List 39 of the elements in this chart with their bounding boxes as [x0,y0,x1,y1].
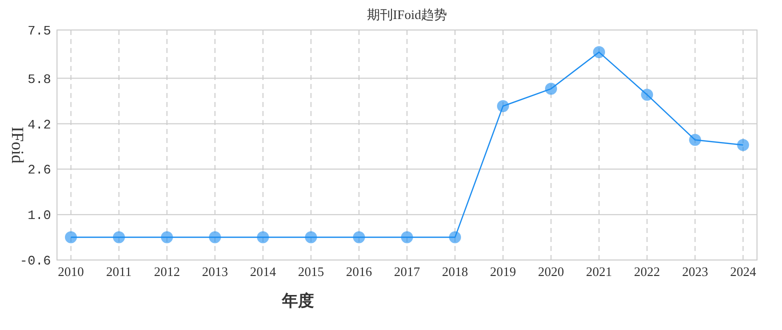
x-tick-label: 2015 [298,264,324,279]
point [64,231,77,244]
point [208,231,221,244]
chart-title: 期刊IFoid趋势 [366,7,448,22]
y-tick-label: 2.6 [28,162,51,178]
x-tick-label: 2014 [250,264,276,279]
y-tick-label: 4.2 [28,117,51,132]
x-tick-label: 2022 [634,264,660,279]
point [352,231,365,244]
y-axis-title: IFoid [8,126,27,164]
point [160,231,173,244]
y-tick-label: 5.8 [28,72,51,87]
x-tick-label: 2011 [106,264,132,279]
x-tick-label: 2010 [58,264,84,279]
x-tick-label: 2012 [154,264,180,279]
point [401,231,413,244]
x-tick-label: 2020 [538,264,564,279]
point [497,100,510,112]
x-tick-label: 2016 [346,264,372,279]
x-tick-label: 2023 [682,264,708,279]
point [304,231,317,244]
point [256,231,269,244]
x-tick-label: 2017 [394,264,420,279]
point [689,134,702,146]
point [112,231,125,244]
point [593,46,606,58]
x-tick-label: 2013 [202,264,228,279]
y-tick-label: -0.6 [20,254,51,269]
x-tick-label: 2024 [730,264,757,279]
point [641,88,654,101]
x-tick-label: 2018 [442,264,468,279]
point [545,82,558,95]
x-axis-title: 年度 [281,291,314,310]
x-tick-label: 2021 [586,264,612,279]
point [449,231,462,244]
x-tick-label: 2019 [490,264,516,279]
y-tick-label: 7.5 [28,24,51,39]
y-tick-label: 1.0 [28,208,51,224]
point [737,139,750,151]
